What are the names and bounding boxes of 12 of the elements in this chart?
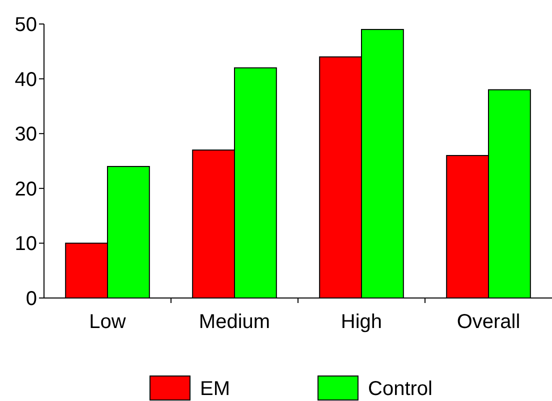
x-tick-label: High <box>340 311 382 333</box>
y-tick-label: 30 <box>14 124 37 146</box>
x-tick-label: Overall <box>456 311 520 333</box>
legend-label: Control <box>368 378 432 400</box>
y-tick-label: 0 <box>26 288 37 310</box>
x-tick-label: Medium <box>198 311 270 333</box>
y-tick-label: 20 <box>14 178 37 200</box>
x-tick-label: Low <box>89 311 126 333</box>
y-tick-label: 10 <box>14 233 37 256</box>
legend-label: EM <box>200 378 230 400</box>
y-tick-label: 50 <box>14 14 37 36</box>
y-tick-label: 40 <box>14 68 37 91</box>
